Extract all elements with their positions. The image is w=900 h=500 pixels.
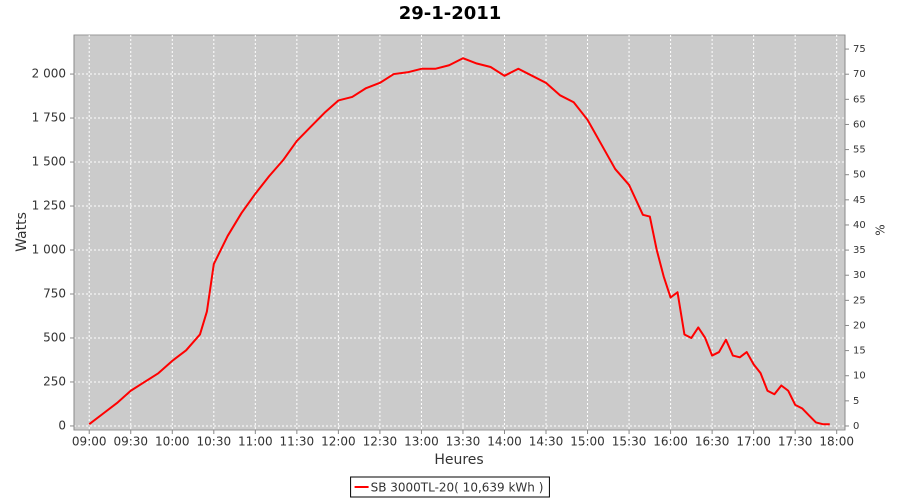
x-tick-label: 17:30 xyxy=(778,435,813,449)
y2-tick-label: 75 xyxy=(853,44,866,55)
y2-tick-label: 10 xyxy=(853,371,866,382)
y2-tick-label: 40 xyxy=(853,220,866,231)
x-tick-label: 11:30 xyxy=(280,435,315,449)
legend: SB 3000TL-20( 10,639 kWh ) xyxy=(350,476,550,498)
y-tick-label: 1 250 xyxy=(32,199,66,213)
y2-tick-label: 50 xyxy=(853,170,866,181)
y-axis-label: Watts xyxy=(14,212,30,252)
y2-tick-label: 20 xyxy=(853,320,866,331)
x-tick-label: 15:00 xyxy=(570,435,605,449)
chart-title: 29-1-2011 xyxy=(399,3,502,24)
y-tick-label: 1 750 xyxy=(32,111,66,125)
x-tick-label: 09:30 xyxy=(113,435,148,449)
x-tick-label: 09:00 xyxy=(72,435,107,449)
x-tick-label: 14:00 xyxy=(487,435,522,449)
y-tick-label: 0 xyxy=(58,418,66,432)
x-tick-label: 18:00 xyxy=(819,435,854,449)
y2-tick-label: 0 xyxy=(853,421,859,432)
x-tick-label: 10:00 xyxy=(155,435,190,449)
x-tick-label: 16:30 xyxy=(695,435,730,449)
y2-tick-label: 60 xyxy=(853,119,866,130)
x-tick-label: 13:30 xyxy=(446,435,481,449)
x-axis-label: Heures xyxy=(434,452,483,468)
y-tick-label: 1 000 xyxy=(32,243,66,257)
y2-tick-label: 45 xyxy=(853,195,866,206)
y2-tick-label: 30 xyxy=(853,270,866,281)
x-tick-label: 12:30 xyxy=(363,435,398,449)
x-tick-label: 10:30 xyxy=(197,435,232,449)
legend-label: SB 3000TL-20( 10,639 kWh ) xyxy=(371,481,544,495)
y-tick-label: 1 500 xyxy=(32,155,66,169)
y2-tick-label: 70 xyxy=(853,69,866,80)
y-tick-label: 2 000 xyxy=(32,67,66,81)
y2-tick-label: 55 xyxy=(853,145,866,156)
legend-box xyxy=(350,476,550,498)
y2-tick-label: 15 xyxy=(853,346,866,357)
y2-tick-label: 25 xyxy=(853,295,866,306)
x-tick-label: 14:30 xyxy=(529,435,564,449)
y2-tick-label: 35 xyxy=(853,245,866,256)
y-tick-label: 250 xyxy=(43,374,66,388)
x-tick-label: 11:00 xyxy=(238,435,273,449)
y2-tick-label: 65 xyxy=(853,94,866,105)
x-tick-label: 16:00 xyxy=(653,435,688,449)
x-tick-label: 17:00 xyxy=(736,435,771,449)
x-tick-label: 12:00 xyxy=(321,435,356,449)
x-tick-label: 15:30 xyxy=(612,435,647,449)
data-line xyxy=(88,57,830,426)
x-tick-label: 13:00 xyxy=(404,435,439,449)
plot-area xyxy=(73,34,846,431)
y2-tick-label: 5 xyxy=(853,396,859,407)
y-tick-label: 750 xyxy=(43,286,66,300)
y-tick-label: 500 xyxy=(43,330,66,344)
y2-axis-label: % xyxy=(874,224,888,235)
